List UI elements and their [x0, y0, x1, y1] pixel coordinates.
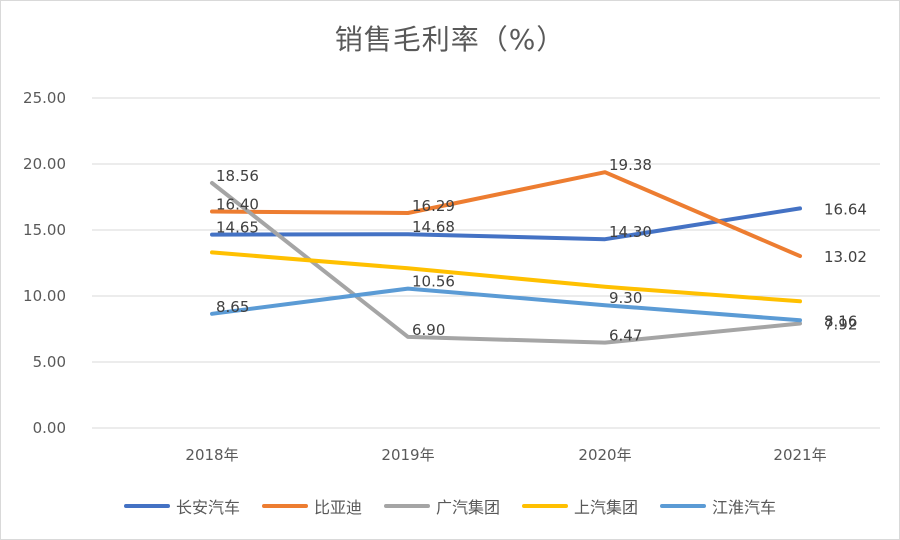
y-tick-label: 15.00: [23, 221, 66, 239]
data-label: 18.56: [216, 167, 259, 185]
legend-swatch: [522, 504, 568, 508]
x-tick-label: 2021年: [773, 446, 826, 464]
gridlines: [92, 97, 880, 429]
data-label: 14.65: [216, 219, 259, 237]
y-tick-label: 20.00: [23, 155, 66, 173]
series-line: [210, 250, 802, 304]
legend-label: 江淮汽车: [712, 498, 777, 517]
legend-label: 上汽集团: [574, 498, 639, 517]
y-tick-label: 5.00: [33, 353, 66, 371]
data-label: 14.68: [412, 218, 455, 236]
data-label: 14.30: [609, 223, 652, 241]
series-lines: [210, 170, 802, 345]
legend-label: 长安汽车: [175, 498, 240, 517]
legend-item: 广汽集团: [383, 494, 500, 518]
y-tick-label: 10.00: [23, 287, 66, 305]
legend-swatch: [261, 504, 308, 508]
data-labels: 14.65 14.68 14.30 16.64 16.40 16.29 19.38 13.02…: [216, 156, 867, 344]
x-tick-label: 2018年: [185, 446, 238, 464]
data-label: 16.64: [824, 200, 867, 218]
data-label: 6.47: [609, 327, 642, 345]
y-axis-ticks: 0.00 5.00 10.00 15.00 20.00 25.00: [23, 89, 66, 437]
legend: 长安汽车 比亚迪 广汽集团 上汽集团 江淮汽车: [0, 494, 900, 518]
data-label: 8.16: [824, 312, 857, 330]
data-label: 9.30: [609, 289, 642, 307]
series-line: [210, 170, 802, 259]
data-label: 6.90: [412, 321, 445, 339]
legend-item: 比亚迪: [261, 494, 362, 518]
series-line: [210, 206, 802, 242]
legend-swatch: [123, 504, 170, 508]
chart-title: 销售毛利率（%）: [334, 23, 566, 56]
legend-item: 上汽集团: [522, 494, 638, 518]
series-line: [210, 181, 802, 345]
data-label: 16.40: [216, 196, 259, 214]
data-label: 19.38: [609, 156, 652, 174]
data-label: 7.92: [824, 315, 857, 333]
x-tick-label: 2020年: [578, 446, 631, 464]
legend-label: 广汽集团: [435, 498, 500, 517]
legend-swatch: [383, 504, 430, 508]
legend-item: 长安汽车: [123, 494, 240, 518]
y-tick-label: 25.00: [23, 89, 66, 107]
y-tick-label: 0.00: [33, 419, 66, 437]
legend-label: 比亚迪: [313, 498, 362, 517]
data-label: 8.65: [216, 298, 249, 316]
x-tick-label: 2019年: [381, 446, 434, 464]
legend-item: 江淮汽车: [660, 494, 776, 518]
series-line: [210, 286, 802, 323]
data-label: 10.56: [412, 273, 455, 291]
data-label: 16.29: [412, 197, 455, 215]
x-axis-ticks: 2018年 2019年 2020年 2021年: [185, 446, 826, 464]
legend-swatch: [660, 504, 707, 508]
data-label: 13.02: [824, 248, 867, 266]
